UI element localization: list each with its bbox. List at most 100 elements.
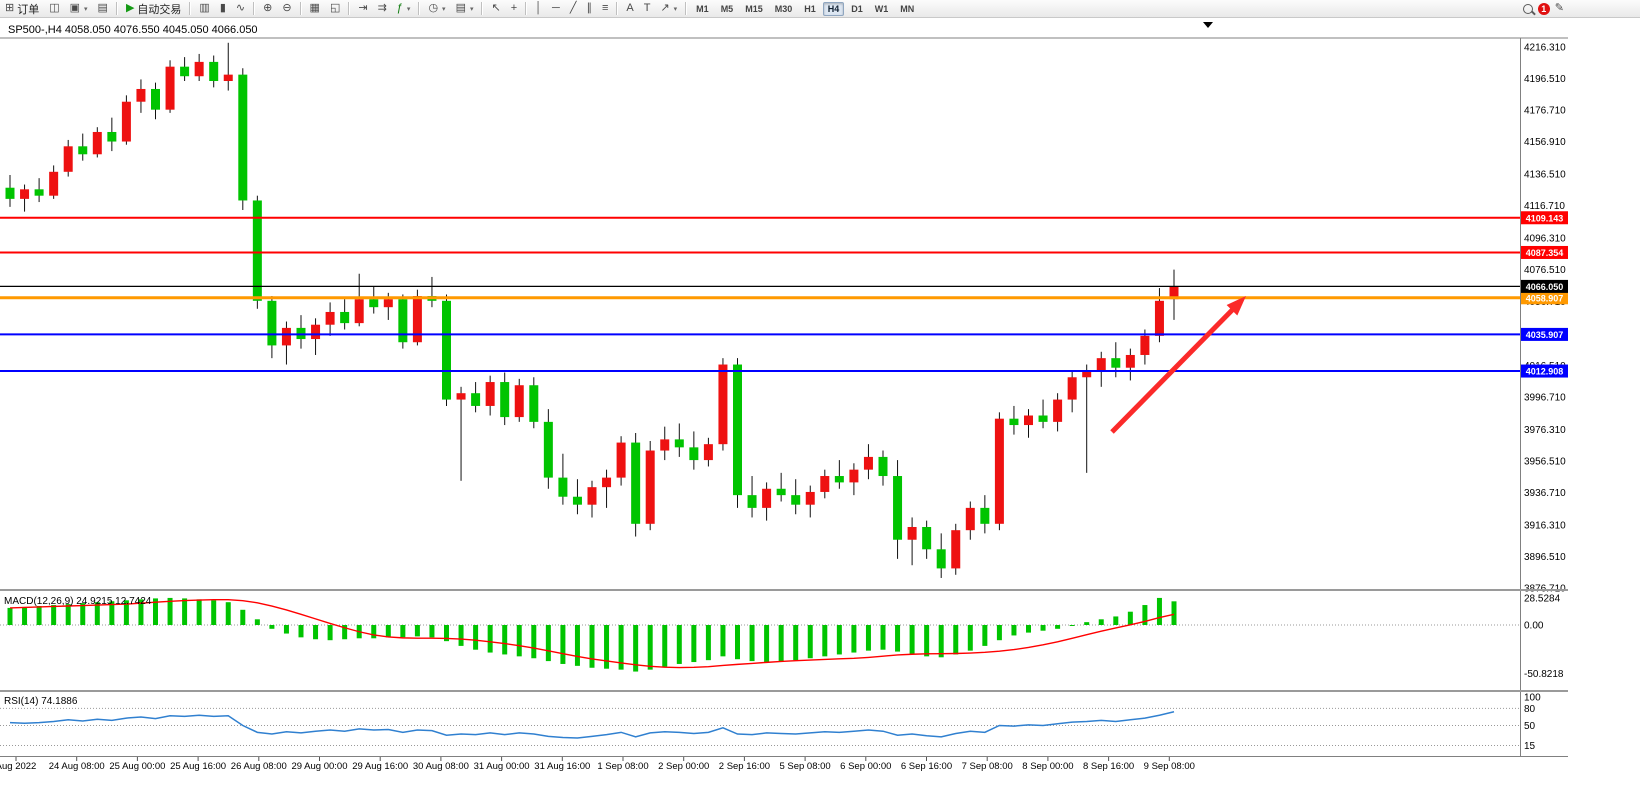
tile-windows-button[interactable]: ▦ <box>305 0 325 18</box>
text-button[interactable]: A <box>621 0 638 18</box>
rsi-tick: 50 <box>1524 721 1536 732</box>
candle-body-down <box>442 300 451 400</box>
profiles-button[interactable]: ▣ ▾ <box>65 0 93 18</box>
macd-histogram-bar <box>196 599 202 625</box>
auto-scroll-button[interactable]: ⇥ <box>353 0 372 18</box>
tile-windows-icon: ▦ <box>309 2 320 14</box>
vertical-line-button[interactable]: │ <box>530 0 547 18</box>
arrows-button[interactable]: ↗ ▾ <box>655 0 682 18</box>
trendline-button[interactable]: ╱ <box>565 0 582 18</box>
candle-body-down <box>733 364 742 496</box>
timeframe-D1[interactable]: D1 <box>851 3 863 14</box>
auto-trading-button[interactable]: ▶ 自动交易 <box>121 0 186 18</box>
candle-body-up <box>587 487 597 505</box>
crosshair-button[interactable]: + <box>506 0 522 18</box>
trend-arrow[interactable] <box>1110 304 1238 434</box>
price-tag <box>1521 211 1568 225</box>
time-label: 8 Sep 16:00 <box>1083 761 1134 772</box>
chart-shift-marker[interactable] <box>1203 22 1213 28</box>
macd-histogram-bar <box>313 625 319 640</box>
price-tag-label: 4066.050 <box>1526 282 1564 292</box>
period-button[interactable]: ◷ ▾ <box>423 0 450 18</box>
templates-button[interactable]: ▤ ▾ <box>451 0 479 18</box>
arrows-button-caret: ▾ <box>673 5 678 13</box>
notification-badge[interactable]: 1 <box>1537 2 1550 15</box>
candle-body-down <box>689 447 699 461</box>
candle-body-up <box>1169 286 1179 300</box>
macd-histogram-bar <box>822 625 828 657</box>
macd-histogram-bar <box>1098 619 1104 625</box>
macd-histogram-bar <box>7 607 13 625</box>
toolbar-separator <box>348 2 351 15</box>
candle-body-up <box>514 385 524 418</box>
chart-shift-button[interactable]: ⇉ <box>373 0 392 18</box>
timeframe-M30[interactable]: M30 <box>774 3 793 14</box>
macd-histogram-bar <box>924 625 930 657</box>
candle-body-up <box>194 61 204 77</box>
edit-icon[interactable]: ✎ <box>1554 2 1564 14</box>
new-chart-button[interactable]: ◫ <box>44 0 64 18</box>
toolbar-separator <box>299 2 302 15</box>
new-chart-icon: ◫ <box>49 2 60 14</box>
candle-body-up <box>325 311 335 325</box>
line-chart-button[interactable]: ∿ <box>231 0 250 18</box>
horizontal-line-button[interactable]: ─ <box>547 0 565 18</box>
cascade-windows-icon: ◱ <box>329 2 341 14</box>
candle-body-up <box>820 476 830 492</box>
time-label: 8 Sep 00:00 <box>1022 761 1073 772</box>
fibonacci-button[interactable]: ≡ <box>597 0 613 18</box>
candle-body-down <box>252 200 262 301</box>
timeframe-W1[interactable]: W1 <box>874 3 889 14</box>
time-label: 1 Sep 08:00 <box>597 761 648 772</box>
profiles-icon: ▣ <box>69 2 81 14</box>
price-tick: 4096.310 <box>1524 234 1566 245</box>
candle-body-up <box>49 171 59 196</box>
zoom-in-button[interactable]: ⊕ <box>258 0 277 18</box>
new-order-button[interactable]: ⊞ 订单 <box>0 0 44 18</box>
candle-body-up <box>645 450 655 524</box>
indicators-button[interactable]: ƒ ▾ <box>392 0 416 18</box>
candle-body-up <box>849 469 859 483</box>
market-watch-button[interactable]: ▤ <box>93 0 113 18</box>
candle-body-down <box>936 549 946 569</box>
candle-body-up <box>383 299 393 308</box>
time-label: 29 Aug 00:00 <box>292 761 348 772</box>
timeframe-M1[interactable]: M1 <box>696 3 709 14</box>
text-label-icon: T <box>643 2 651 14</box>
candle-body-down <box>471 393 481 406</box>
price-tag <box>1521 245 1568 259</box>
cursor-button[interactable]: ↖ <box>486 0 505 18</box>
macd-histogram-bar <box>269 625 275 629</box>
macd-histogram-bar <box>895 625 901 652</box>
toolbar-separator <box>481 2 484 15</box>
macd-histogram-bar <box>662 625 668 667</box>
macd-histogram-bar <box>676 625 682 664</box>
candlestick-button[interactable]: ▮ <box>215 0 231 18</box>
channel-button[interactable]: ∥ <box>581 0 597 18</box>
price-tick: 3996.710 <box>1524 392 1566 403</box>
search-icon[interactable] <box>1522 3 1533 14</box>
candle-body-up <box>281 327 291 346</box>
macd-histogram-bar <box>1171 601 1177 625</box>
macd-histogram-bar <box>764 625 770 663</box>
line-chart-icon: ∿ <box>235 2 246 14</box>
toolbar-right-group: 1 ✎ <box>1522 2 1640 15</box>
cascade-windows-button[interactable]: ◱ <box>325 0 345 18</box>
timeframe-H1[interactable]: H1 <box>804 3 816 14</box>
timeframe-M15[interactable]: M15 <box>745 3 763 14</box>
price-tick: 3936.710 <box>1524 488 1566 499</box>
timeframe-H4[interactable]: H4 <box>822 1 845 16</box>
timeframe-M5[interactable]: M5 <box>720 3 734 14</box>
macd-histogram-bar <box>502 625 508 655</box>
zoom-out-button[interactable]: ⊖ <box>277 0 296 18</box>
macd-histogram-bar <box>473 625 479 650</box>
candle-body-up <box>907 526 917 540</box>
candle-body-up <box>92 131 102 155</box>
candle-body-down <box>267 300 277 346</box>
candle-body-down <box>78 146 88 155</box>
candle-body-down <box>791 495 801 505</box>
bar-chart-button[interactable]: ▥ <box>194 0 214 18</box>
text-label-button[interactable]: T <box>639 0 656 18</box>
timeframe-MN[interactable]: MN <box>900 3 915 14</box>
